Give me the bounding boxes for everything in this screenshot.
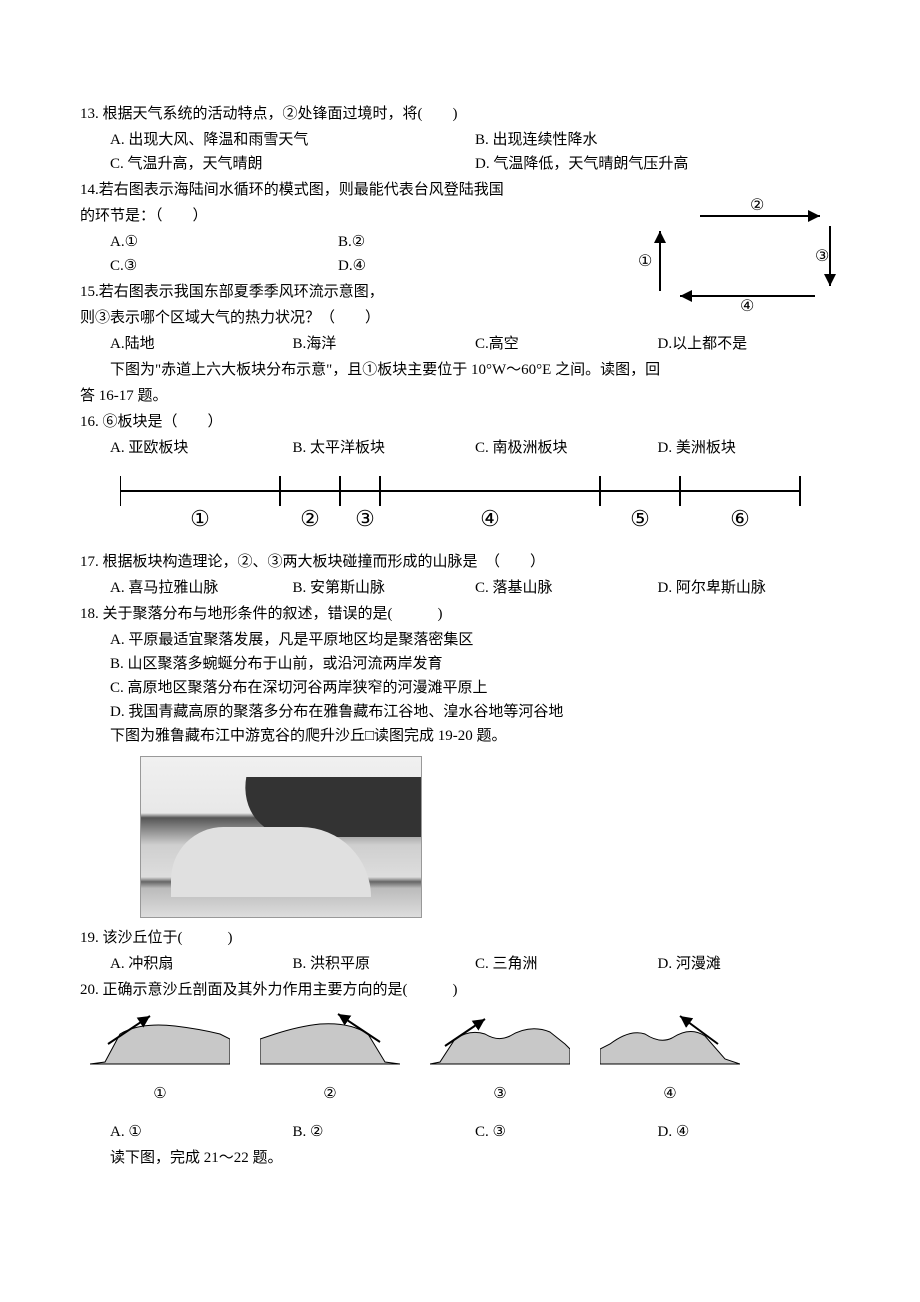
q17-a: A. 喜马拉雅山脉 <box>110 576 293 600</box>
q16-b: B. 太平洋板块 <box>293 436 476 460</box>
q17-options: A. 喜马拉雅山脉 B. 安第斯山脉 C. 落基山脉 D. 阿尔卑斯山脉 <box>80 576 840 600</box>
q19-options: A. 冲积扇 B. 洪积平原 C. 三角洲 D. 河漫滩 <box>80 952 840 976</box>
intro-19-20: 下图为雅鲁藏布江中游宽谷的爬升沙丘□读图完成 19-20 题。 <box>80 724 840 748</box>
q15-c: C.高空 <box>475 332 658 356</box>
q20-stem: 20. 正确示意沙丘剖面及其外力作用主要方向的是( ) <box>80 978 840 1002</box>
q18-stem: 18. 关于聚落分布与地形条件的叙述，错误的是( ) <box>80 602 840 626</box>
q18-d: D. 我国青藏高原的聚落多分布在雅鲁藏布江谷地、湟水谷地等河谷地 <box>80 700 840 724</box>
q20-d: D. ④ <box>658 1120 841 1144</box>
dune-1 <box>90 1004 230 1074</box>
q20-c: C. ③ <box>475 1120 658 1144</box>
dune-3 <box>430 1004 570 1074</box>
svg-text:②: ② <box>300 506 320 531</box>
q14-options: A.① B.② C.③ D.④ <box>80 230 566 278</box>
q15-options: A.陆地 B.海洋 C.高空 D.以上都不是 <box>80 332 840 356</box>
q17-b: B. 安第斯山脉 <box>293 576 476 600</box>
q16-a: A. 亚欧板块 <box>110 436 293 460</box>
q17-d: D. 阿尔卑斯山脉 <box>658 576 841 600</box>
dune-3-label: ③ <box>430 1082 570 1106</box>
q13-c: C. 气温升高，天气晴朗 <box>110 152 475 176</box>
q17-stem: 17. 根据板块构造理论，②、③两大板块碰撞而形成的山脉是 （ ） <box>80 550 840 574</box>
q13-stem: 13. 根据天气系统的活动特点，②处锋面过境时，将( ) <box>80 102 840 126</box>
q17-c: C. 落基山脉 <box>475 576 658 600</box>
q13-options: A. 出现大风、降温和雨雪天气 B. 出现连续性降水 C. 气温升高，天气晴朗 … <box>80 128 840 176</box>
dune-4-label: ④ <box>600 1082 740 1106</box>
q20-a: A. ① <box>110 1120 293 1144</box>
q15-b: B.海洋 <box>293 332 476 356</box>
sand-dune-photo <box>140 756 422 918</box>
q15-d: D.以上都不是 <box>658 332 841 356</box>
q18-c: C. 高原地区聚落分布在深切河谷两岸狭窄的河漫滩平原上 <box>80 676 840 700</box>
svg-text:⑥: ⑥ <box>730 506 750 531</box>
q14-d: D.④ <box>338 254 566 278</box>
cycle-label-2: ② <box>750 197 764 214</box>
cycle-label-1: ① <box>638 253 652 270</box>
q19-d: D. 河漫滩 <box>658 952 841 976</box>
svg-text:⑤: ⑤ <box>630 506 650 531</box>
cycle-diagram: ② ① ③ ④ <box>620 196 840 316</box>
cycle-label-4: ④ <box>740 298 754 315</box>
q13-b: B. 出现连续性降水 <box>475 128 840 152</box>
q19-a: A. 冲积扇 <box>110 952 293 976</box>
q14-c: C.③ <box>110 254 338 278</box>
q16-d: D. 美洲板块 <box>658 436 841 460</box>
q19-b: B. 洪积平原 <box>293 952 476 976</box>
q16-options: A. 亚欧板块 B. 太平洋板块 C. 南极洲板块 D. 美洲板块 <box>80 436 840 460</box>
q19-stem: 19. 该沙丘位于( ) <box>80 926 840 950</box>
intro-21-22: 读下图，完成 21～22 题。 <box>80 1146 840 1170</box>
q19-c: C. 三角洲 <box>475 952 658 976</box>
q18-a: A. 平原最适宜聚落发展，凡是平原地区均是聚落密集区 <box>80 628 840 652</box>
svg-text:④: ④ <box>480 506 500 531</box>
plate-diagram: ① ② ③ ④ ⑤ ⑥ <box>120 466 820 536</box>
q15-a: A.陆地 <box>110 332 293 356</box>
q14-b: B.② <box>338 230 566 254</box>
q13-d: D. 气温降低，天气晴朗气压升高 <box>475 152 840 176</box>
q20-b: B. ② <box>293 1120 476 1144</box>
svg-text:①: ① <box>190 506 210 531</box>
q20-options: A. ① B. ② C. ③ D. ④ <box>80 1120 840 1144</box>
intro-16-17b: 答 16-17 题。 <box>80 384 840 408</box>
q14-a: A.① <box>110 230 338 254</box>
dune-2 <box>260 1004 400 1074</box>
dune-4 <box>600 1004 740 1074</box>
q16-stem: 16. ⑥板块是（ ） <box>80 410 840 434</box>
q18-b: B. 山区聚落多蜿蜒分布于山前，或沿河流两岸发育 <box>80 652 840 676</box>
cycle-label-3: ③ <box>815 248 829 265</box>
dune-diagram-row: ① ② ③ ④ <box>80 1004 840 1106</box>
q13-a: A. 出现大风、降温和雨雪天气 <box>110 128 475 152</box>
dune-1-label: ① <box>90 1082 230 1106</box>
svg-text:③: ③ <box>355 506 375 531</box>
q16-c: C. 南极洲板块 <box>475 436 658 460</box>
intro-16-17: 下图为"赤道上六大板块分布示意"，且①板块主要位于 10°W～60°E 之间。读… <box>80 358 840 382</box>
dune-2-label: ② <box>260 1082 400 1106</box>
